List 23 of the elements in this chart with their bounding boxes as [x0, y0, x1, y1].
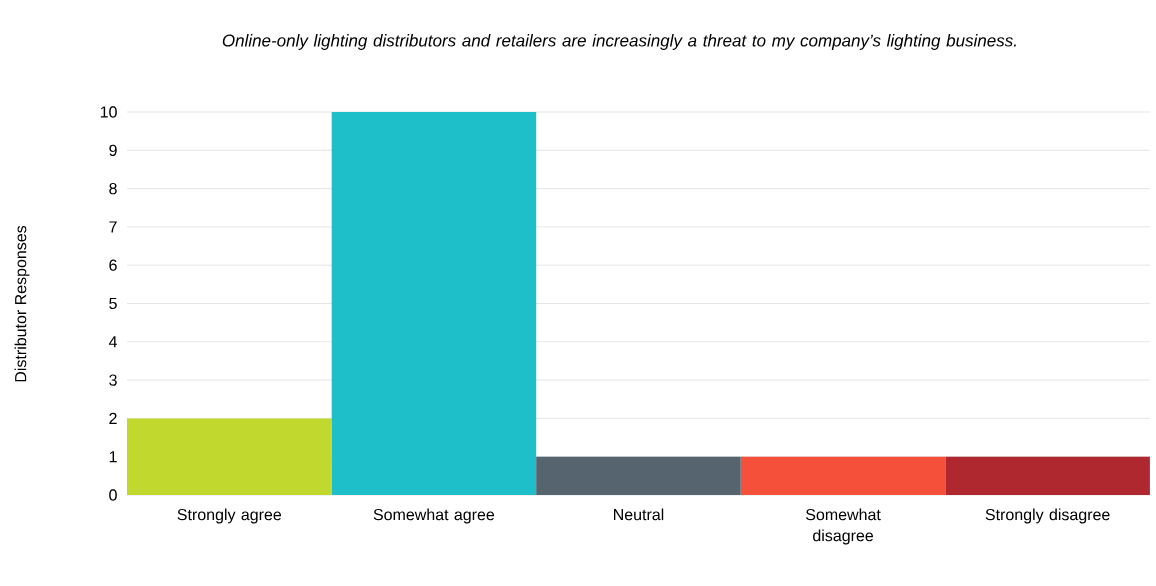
- y-tick-label: 7: [109, 221, 117, 233]
- chart-title: Online-only lighting distributors and retailers are increasingly a threat to my company’s lighting business.: [222, 34, 1016, 50]
- x-tick-label: Strongly disagree: [985, 508, 1110, 524]
- bar: [127, 418, 332, 495]
- y-tick-label: 9: [109, 144, 117, 156]
- x-tick-label: Strongly agree: [177, 508, 282, 524]
- y-tick-label: 4: [108, 336, 117, 348]
- bar: [536, 456, 741, 495]
- y-tick-label: 5: [109, 297, 117, 310]
- x-tick-label: Neutral: [614, 508, 664, 521]
- y-tick-label: 10: [100, 106, 117, 118]
- x-tick-label: Somewhat disagree: [805, 508, 881, 545]
- y-tick-label: 6: [109, 259, 117, 271]
- y-tick-label: 8: [109, 182, 117, 195]
- y-axis-title: Distributor Responses: [14, 225, 30, 382]
- x-tick-label: Somewhat agree: [373, 508, 495, 524]
- y-tick-label: 0: [109, 489, 117, 501]
- y-tick-label: 2: [109, 412, 117, 424]
- bar: [331, 111, 537, 495]
- bar: [945, 456, 1150, 495]
- y-tick-label: 1: [109, 451, 117, 463]
- y-tick-label: 3: [109, 374, 117, 386]
- bar: [740, 456, 946, 495]
